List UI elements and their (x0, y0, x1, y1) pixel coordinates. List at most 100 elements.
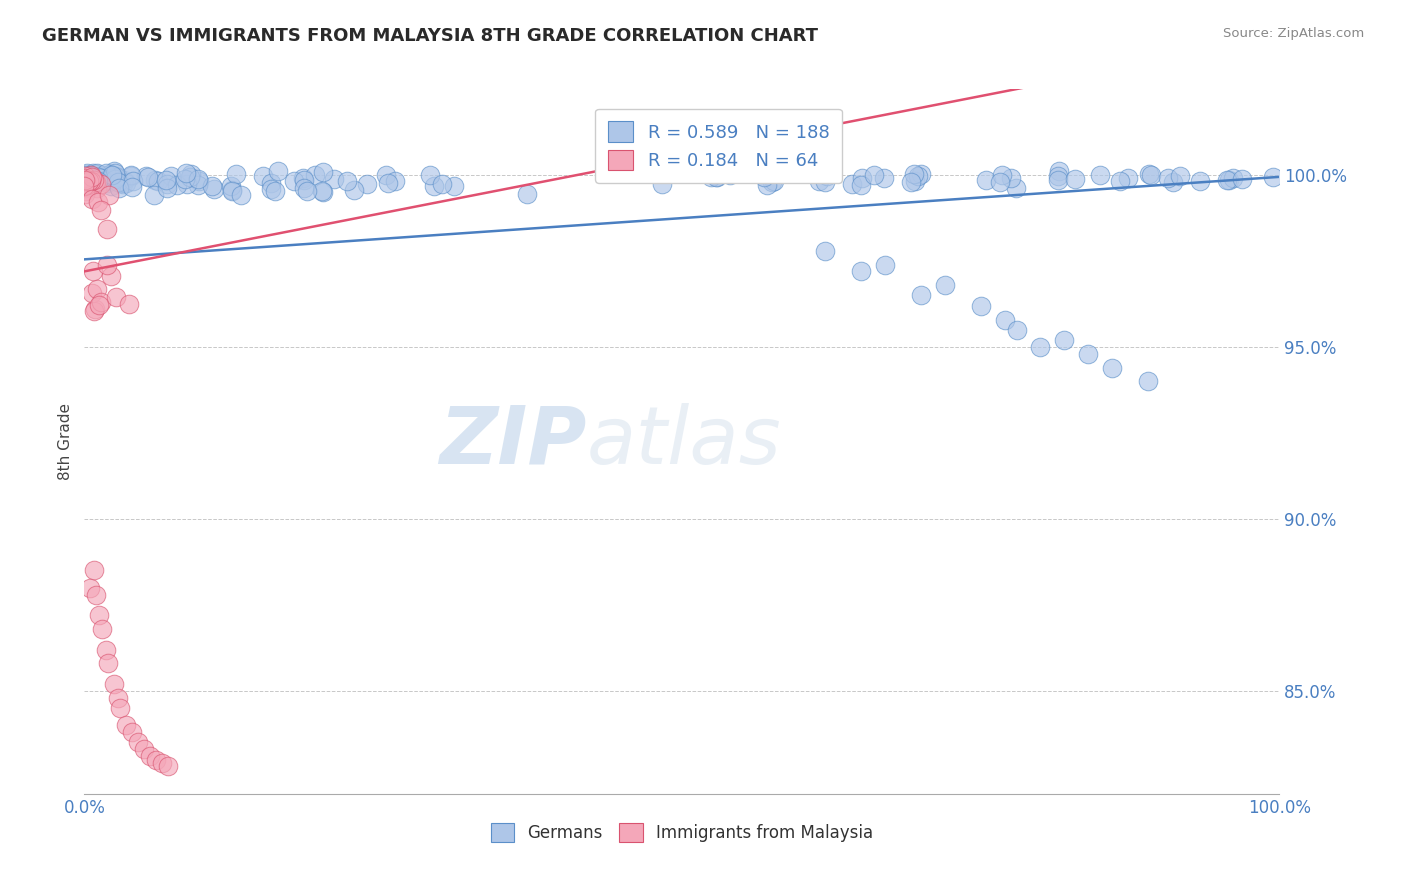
Point (1222, 171, 1244, 186)
Point (121, 180, 143, 194)
Point (145, 752, 167, 766)
Point (80, 179, 103, 194)
Point (910, 288, 932, 302)
Point (107, 690, 129, 705)
Point (718, 168, 741, 182)
Point (84, 171, 107, 186)
Point (1064, 171, 1087, 186)
Point (79, 171, 101, 186)
Point (1218, 172, 1240, 186)
Point (82, 170, 104, 185)
Point (90, 295, 112, 310)
Point (904, 174, 927, 188)
Point (292, 173, 315, 187)
Point (97, 187, 120, 202)
Point (115, 718, 138, 732)
Point (994, 312, 1017, 326)
Point (86, 173, 108, 187)
Point (263, 184, 285, 198)
Point (135, 169, 157, 183)
Point (676, 166, 699, 180)
Point (94, 165, 117, 179)
Point (84, 174, 107, 188)
Point (104, 169, 127, 183)
Point (150, 756, 173, 770)
Point (73, 185, 96, 199)
Point (75, 173, 97, 187)
Point (1000, 170, 1022, 185)
Point (83, 303, 105, 318)
Point (89, 171, 111, 186)
Point (75, 186, 97, 201)
Point (105, 169, 128, 184)
Point (143, 188, 166, 202)
Point (83, 564, 105, 578)
Point (84, 172, 107, 186)
Point (934, 278, 956, 293)
Point (907, 169, 929, 184)
Point (174, 166, 197, 180)
Point (80, 175, 103, 189)
Point (851, 178, 873, 192)
Point (73, 170, 96, 185)
Point (756, 178, 779, 193)
Point (82, 170, 104, 185)
Point (1137, 167, 1160, 181)
Point (1168, 169, 1191, 184)
Point (136, 169, 159, 184)
Point (187, 178, 209, 192)
Point (112, 173, 135, 187)
Point (219, 179, 242, 194)
Point (752, 170, 775, 185)
Point (80, 168, 103, 182)
Point (814, 175, 837, 189)
Point (77, 176, 100, 190)
Point (87, 169, 110, 184)
Point (83, 301, 105, 316)
Point (84, 175, 107, 189)
Point (91, 174, 114, 188)
Point (100, 178, 122, 193)
Point (127, 735, 149, 749)
Point (77, 172, 100, 186)
Point (94, 169, 117, 183)
Text: atlas: atlas (586, 402, 782, 481)
Point (516, 187, 538, 202)
Point (96, 176, 118, 190)
Point (166, 178, 188, 193)
Point (1047, 173, 1070, 187)
Point (79, 169, 101, 183)
Point (103, 677, 125, 691)
Point (1116, 170, 1139, 185)
Point (82, 264, 104, 278)
Point (910, 167, 932, 181)
Point (97, 174, 120, 188)
Point (312, 185, 335, 199)
Point (699, 170, 721, 185)
Point (374, 168, 396, 182)
Point (98, 173, 121, 187)
Point (202, 182, 225, 196)
Point (75, 168, 97, 182)
Text: ZIP: ZIP (439, 402, 586, 481)
Point (96, 258, 118, 272)
Point (322, 172, 344, 186)
Point (93, 174, 115, 188)
Y-axis label: 8th Grade: 8th Grade (58, 403, 73, 480)
Point (91, 622, 114, 636)
Point (132, 742, 156, 756)
Point (875, 258, 897, 272)
Point (863, 168, 886, 182)
Point (91, 174, 114, 188)
Point (89, 203, 111, 218)
Text: GERMAN VS IMMIGRANTS FROM MALAYSIA 8TH GRADE CORRELATION CHART: GERMAN VS IMMIGRANTS FROM MALAYSIA 8TH G… (42, 27, 818, 45)
Point (87, 174, 110, 188)
Point (75, 172, 97, 186)
Point (343, 183, 366, 197)
Point (121, 725, 143, 739)
Point (156, 181, 179, 195)
Point (110, 176, 132, 190)
Point (430, 177, 453, 191)
Point (903, 167, 925, 181)
Point (77, 168, 100, 182)
